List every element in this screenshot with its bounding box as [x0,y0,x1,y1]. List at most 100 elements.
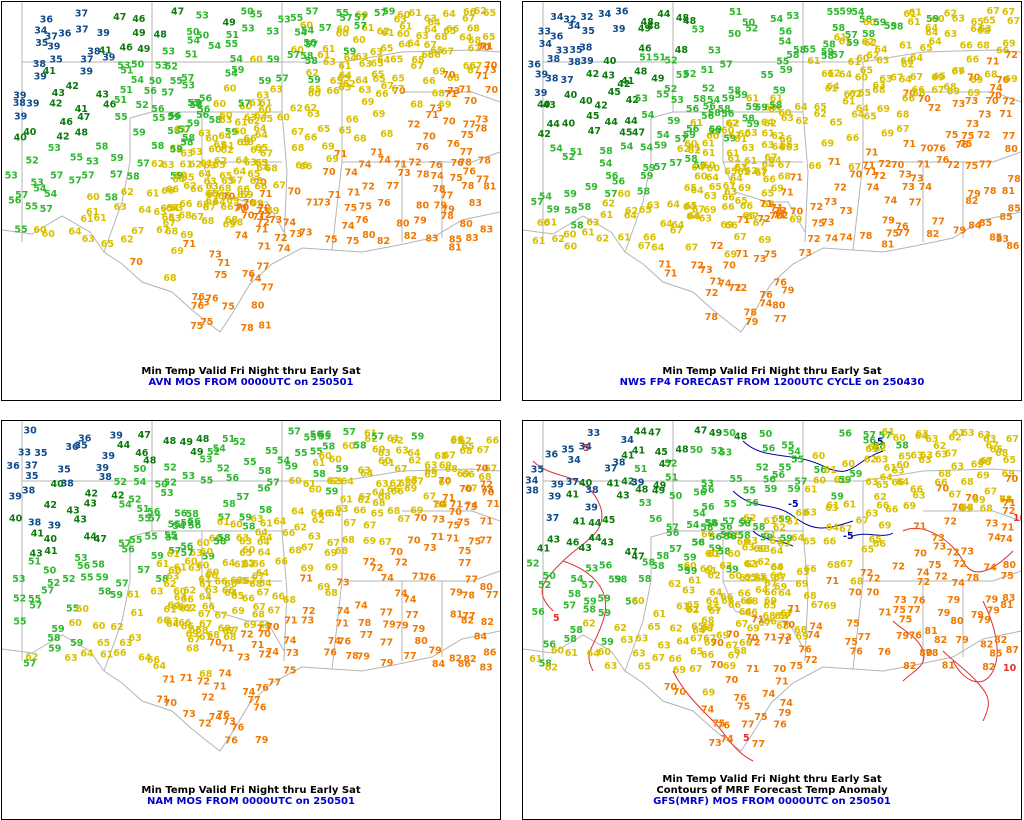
station-temp-label: 54 [778,37,792,48]
station-temp-label: 63 [979,24,992,35]
station-temp-label: 37 [604,464,617,475]
station-temp-label: 64 [218,131,232,142]
station-temp-label: 79 [442,205,455,216]
station-temp-label: 62 [169,144,182,155]
station-temp-label: 75 [812,219,825,230]
state-boundary [402,510,500,522]
station-temp-label: 60 [707,163,721,174]
station-temp-label: 63 [119,638,132,649]
station-temp-label: 63 [586,218,599,229]
station-temp-label: 63 [359,59,372,70]
station-temp-label: 78 [461,181,475,192]
station-temp-label: 78 [346,651,360,662]
station-temp-label: 55 [265,446,278,457]
station-temp-label: 62 [343,79,356,90]
station-temp-label: 64 [688,211,702,222]
station-temp-label: 70 [449,507,463,518]
station-temp-label: 61 [156,559,169,570]
station-temp-label: 64 [153,661,167,672]
station-temp-label: 60 [701,530,715,541]
station-temp-label: 62 [120,235,133,246]
station-temp-label: 52 [702,83,715,94]
station-temp-label: 61 [952,428,965,439]
station-temp-label: 71 [999,109,1012,120]
station-temp-label: 65 [231,591,244,602]
station-temp-label: 60 [737,537,751,548]
station-temp-label: 42 [626,95,639,106]
station-temp-label: 61 [746,93,759,104]
station-temp-label: 64 [424,24,438,35]
station-temp-label: 65 [869,535,882,546]
station-temp-label: 77 [403,651,416,662]
station-temp-label: 69 [747,624,760,635]
station-temp-label: 57 [654,162,667,173]
station-temp-label: 61 [865,444,878,455]
station-temp-label: 67 [394,464,407,475]
station-temp-label: 66 [161,186,175,197]
station-temp-label: 43 [84,499,97,510]
station-temp-label: 48 [641,17,655,28]
station-temp-label: 64 [856,103,870,114]
station-temp-label: 65 [235,576,248,587]
station-temp-label: 63 [875,455,888,466]
station-temp-label: 62 [214,156,227,167]
station-temp-label: 67 [301,542,314,553]
station-temp-label: 55 [656,89,669,100]
station-temp-label: 54 [770,14,784,25]
station-temp-label: 72 [363,557,376,568]
anomaly-label: -5 [843,531,854,542]
station-temp-label: 72 [860,568,873,579]
station-temp-label: 68 [445,464,459,475]
station-temp-label: 74 [219,668,233,679]
state-boundary [624,161,652,253]
anomaly-label: -5 [788,499,799,510]
station-temp-label: 36 [550,31,564,42]
station-temp-label: 48 [634,67,648,78]
station-temp-label: 47 [632,127,645,138]
station-temp-label: 73 [966,119,979,130]
station-temp-label: 55 [724,499,737,510]
station-temp-label: 59 [684,566,697,577]
station-temp-label: 59 [133,128,146,139]
station-temp-label: 67 [260,148,273,159]
station-temp-label: 47 [94,534,107,545]
station-temp-label: 74 [394,589,408,600]
station-temp-label: 57 [666,523,679,534]
station-temp-label: 61 [653,609,666,620]
station-temp-label: 73 [985,519,998,530]
station-temp-label: 62 [389,479,402,490]
station-temp-label: 60 [309,485,323,496]
station-temp-label: 67 [273,181,286,192]
station-temp-label: 53 [74,553,87,564]
station-temp-label: 66 [762,200,776,211]
station-temp-label: 80 [950,616,964,627]
station-temp-label: 78 [358,618,372,629]
station-temp-label: 70 [952,503,966,514]
station-temp-label: 64 [587,649,601,660]
station-temp-label: 67 [438,478,451,489]
station-temp-label: 53 [31,178,44,189]
station-temp-label: 63 [64,653,77,664]
station-temp-label: 70 [485,85,499,96]
station-temp-label: 83 [480,225,493,236]
station-temp-label: 57 [110,170,123,181]
station-temp-label: 74 [242,687,256,698]
station-temp-label: 66 [643,233,657,244]
station-temp-label: 57 [319,23,332,34]
station-temp-label: 42 [595,101,608,112]
station-temp-label: 47 [77,112,90,123]
station-temp-label: 57 [354,13,367,24]
station-temp-label: 71 [412,572,425,583]
station-temp-label: 60 [291,45,305,56]
station-temp-label: 67 [327,538,340,549]
station-temp-label: 61 [763,516,776,527]
station-temp-label: 75 [468,537,481,548]
station-temp-label: 68 [467,23,481,34]
station-temp-label: 77 [380,638,393,649]
station-temp-label: 67 [253,602,266,613]
station-temp-label: 58 [724,531,738,542]
station-temp-label: 70 [967,72,981,83]
station-temp-label: 77 [247,695,260,706]
station-temp-label: 59 [51,624,64,635]
station-temp-label: 65 [763,601,776,612]
